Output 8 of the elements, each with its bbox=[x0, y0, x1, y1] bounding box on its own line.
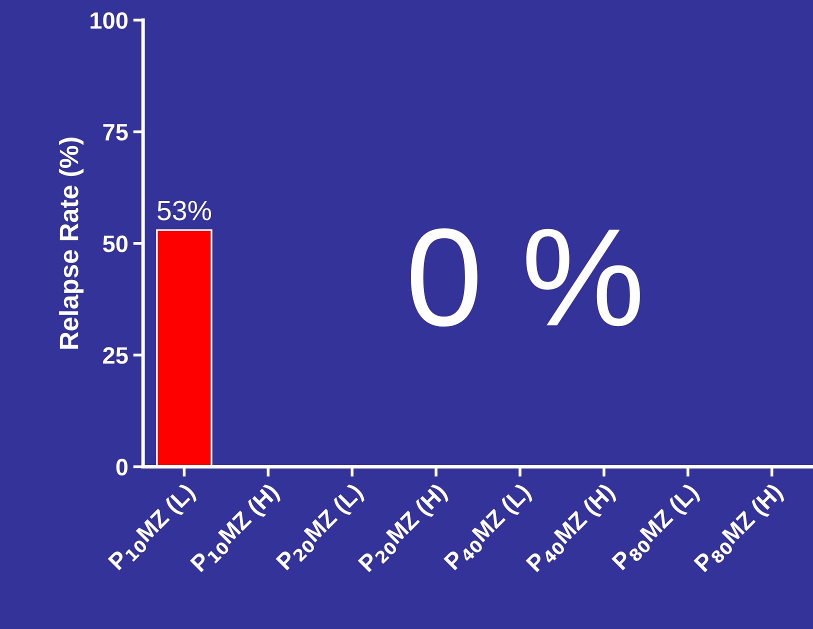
y-tick-label: 75 bbox=[103, 124, 128, 141]
y-axis-title: Relapse Rate (%) bbox=[58, 138, 84, 349]
y-tick-label: 100 bbox=[90, 12, 128, 29]
y-tick-label: 50 bbox=[102, 235, 128, 252]
y-tick-label: 0 bbox=[116, 458, 128, 476]
y-tick-label: 25 bbox=[103, 347, 128, 364]
data-label: 53% bbox=[158, 200, 212, 220]
annotation: 0 % bbox=[410, 228, 640, 327]
